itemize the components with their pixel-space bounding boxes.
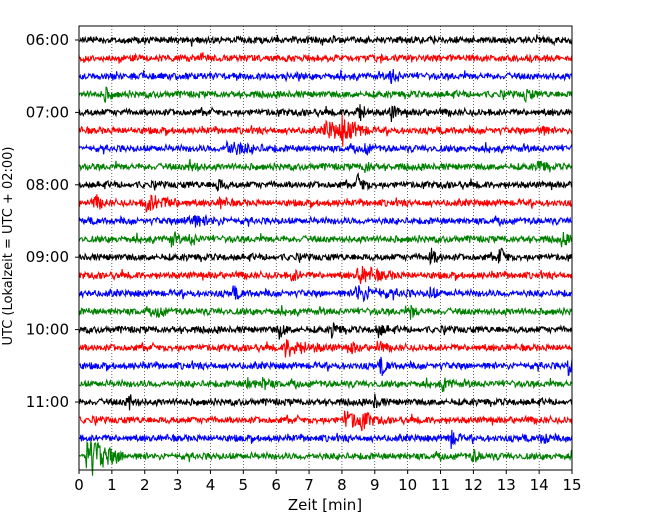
seismic-trace	[78, 231, 573, 248]
seismic-trace	[78, 377, 573, 393]
y-axis-ticks: 06:00 07:00 08:00 09:00 10:00 11:00	[26, 31, 79, 411]
x-tick-label: 4	[206, 476, 216, 494]
x-tick-label: 13	[497, 476, 516, 494]
y-tick-label: 06:00	[26, 31, 69, 49]
seismic-trace	[78, 247, 573, 266]
x-tick-label: 5	[239, 476, 249, 494]
x-tick-label: 8	[337, 476, 347, 494]
seismic-trace	[78, 410, 573, 432]
seismic-trace	[78, 194, 573, 213]
y-tick-label: 08:00	[26, 176, 69, 194]
x-tick-label: 7	[304, 476, 314, 494]
seismic-trace	[78, 322, 573, 340]
y-tick-label: 07:00	[26, 103, 69, 121]
x-tick-label: 1	[107, 476, 117, 494]
seismic-trace	[78, 339, 573, 358]
seismic-trace	[78, 172, 573, 192]
x-tick-label: 14	[530, 476, 549, 494]
x-axis-ticks: 0 1 2 3 4 5 6 7 8 9 10 11 12 13 14 15	[74, 470, 582, 494]
seismic-trace	[78, 68, 573, 85]
x-tick-label: 2	[140, 476, 150, 494]
seismic-trace	[78, 114, 573, 147]
seismic-trace	[78, 52, 573, 64]
y-tick-label: 11:00	[26, 393, 69, 411]
x-axis-label: Zeit [min]	[288, 496, 362, 514]
seismic-trace	[78, 104, 573, 122]
seismic-trace	[78, 158, 573, 174]
seismic-trace	[78, 285, 573, 303]
seismic-trace	[78, 34, 573, 47]
y-tick-label: 10:00	[26, 321, 69, 339]
seismic-traces	[78, 34, 573, 476]
x-tick-label: 15	[562, 476, 581, 494]
x-tick-label: 0	[74, 476, 84, 494]
y-axis-label: UTC (Lokalzeit = UTC + 02:00)	[1, 147, 16, 346]
x-tick-label: 12	[464, 476, 483, 494]
seismic-trace	[78, 440, 573, 476]
x-tick-label: 9	[370, 476, 380, 494]
x-tick-label: 11	[431, 476, 450, 494]
x-tick-label: 6	[271, 476, 281, 494]
seismic-trace	[78, 304, 573, 320]
seismic-trace	[78, 265, 573, 285]
seismic-trace	[78, 139, 573, 156]
seismic-trace	[78, 356, 573, 377]
seismic-trace	[78, 213, 573, 228]
seismic-trace	[78, 429, 573, 449]
seismic-trace	[78, 86, 573, 104]
y-tick-label: 09:00	[26, 248, 69, 266]
x-tick-label: 3	[173, 476, 183, 494]
plot-frame	[78, 25, 573, 471]
x-tick-label: 10	[398, 476, 417, 494]
seismic-trace	[78, 393, 573, 411]
x-gridlines	[111, 26, 540, 470]
